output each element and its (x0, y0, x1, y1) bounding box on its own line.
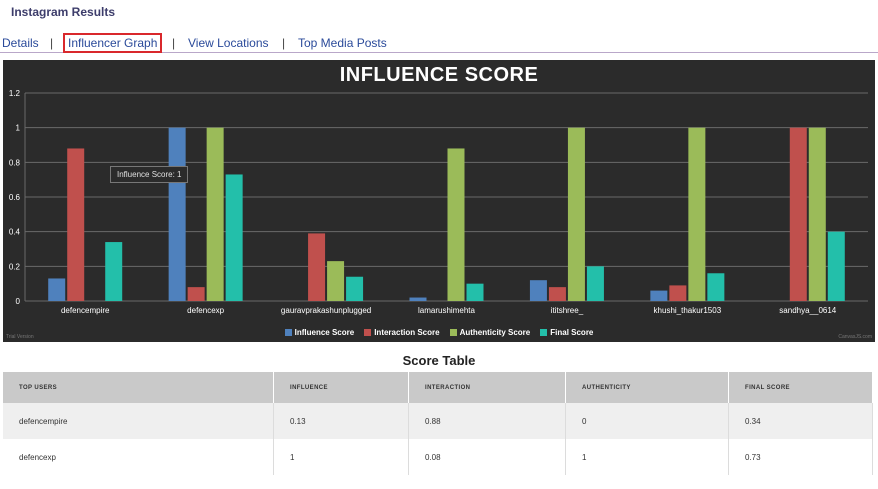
legend-swatch (364, 329, 372, 336)
legend-item: Authenticity Score (449, 328, 531, 337)
bar-final-score (586, 266, 604, 301)
y-tick-label: 0.6 (9, 193, 21, 202)
score-table-title: Score Table (402, 353, 476, 368)
legend-swatch (449, 329, 457, 336)
legend-item: Interaction Score (364, 328, 440, 337)
tab-details[interactable]: Details (2, 36, 39, 50)
legend-label: Interaction Score (374, 328, 440, 337)
canvasjs-credit: CanvasJS.com (838, 334, 872, 340)
bar-authenticity-score (688, 127, 706, 302)
table-cell: defencexp (3, 439, 274, 475)
bar-final-score (225, 174, 243, 301)
table-row: defencempire 0.13 0.88 0 0.34 (3, 403, 873, 439)
table-cell: 1 (565, 439, 729, 475)
bar-final-score (707, 273, 725, 301)
column-header: FINAL SCORE (728, 372, 873, 403)
chart-plot: 0 0.2 0.4 0.6 0.8 1 1.2 defencempire defencexp ga… (9, 89, 868, 315)
x-tick-label: gauravprakashunplugged (281, 306, 371, 315)
tab-separator: | (282, 36, 286, 50)
column-header: AUTHENTICITY (565, 372, 729, 403)
table-header-row: TOP USERS INFLUENCE INTERACTION AUTHENTI… (3, 372, 873, 403)
y-tick-label: 0 (16, 297, 21, 306)
bar-interaction-score (67, 148, 85, 301)
tab-separator: | (172, 36, 176, 50)
influence-score-chart: INFLUENCE SCORE 0 0.2 0.4 0.6 0.8 1 1.2 defence… (3, 60, 875, 342)
bar-final-score (466, 283, 484, 301)
bar-final-score (105, 242, 123, 301)
table-cell: 0 (565, 403, 729, 439)
bar-interaction-score (669, 285, 687, 301)
bar-interaction-score (789, 127, 807, 302)
column-header: TOP USERS (3, 372, 274, 403)
legend-swatch (540, 329, 548, 336)
legend-item: Final Score (540, 328, 593, 337)
column-header: INTERACTION (408, 372, 566, 403)
score-table: TOP USERS INFLUENCE INTERACTION AUTHENTI… (3, 372, 873, 475)
column-header: INFLUENCE (273, 372, 409, 403)
chart-legend: Influence Score Interaction Score Authenti… (3, 328, 875, 337)
legend-swatch (284, 329, 292, 336)
x-tick-label: sandhya__0614 (779, 306, 836, 315)
x-tick-label: defencexp (187, 306, 224, 315)
bar-interaction-score (308, 233, 326, 301)
bar-authenticity-score (206, 127, 224, 302)
table-cell: 0.08 (408, 439, 566, 475)
x-tick-label: defencempire (61, 306, 110, 315)
bar-authenticity-score (567, 127, 585, 302)
table-row: defencexp 1 0.08 1 0.73 (3, 439, 873, 475)
bar-final-score (827, 231, 845, 301)
bar-authenticity-score (327, 261, 345, 301)
chart-title: INFLUENCE SCORE (339, 64, 539, 86)
legend-label: Authenticity Score (459, 328, 531, 337)
legend-item: Influence Score (284, 328, 355, 337)
bar-interaction-score (187, 287, 205, 301)
bar-influence-score (168, 127, 186, 302)
y-tick-label: 0.2 (9, 262, 21, 271)
table-cell: 1 (273, 439, 409, 475)
table-cell: 0.34 (728, 403, 873, 439)
x-tick-label: lamarushimehta (418, 306, 475, 315)
x-tick-label: khushi_thakur1503 (654, 306, 722, 315)
tab-bar: Details | Influencer Graph | View Locati… (0, 30, 878, 53)
x-tick-label: ititshree_ (551, 306, 584, 315)
bar-influence-score (529, 280, 547, 301)
bar-interaction-score (548, 287, 566, 301)
bar-authenticity-score (447, 148, 465, 301)
legend-label: Final Score (550, 328, 594, 337)
y-tick-label: 0.4 (9, 228, 21, 237)
table-cell: 0.73 (728, 439, 873, 475)
legend-label: Influence Score (294, 328, 355, 337)
bar-influence-score (48, 278, 66, 301)
tab-top-media-posts[interactable]: Top Media Posts (298, 36, 387, 50)
trial-version-note: Trial Version (6, 334, 34, 340)
table-cell: 0.88 (408, 403, 566, 439)
chart-tooltip: Influence Score: 1 (110, 166, 189, 183)
y-tick-label: 0.8 (9, 158, 21, 167)
tab-separator: | (50, 36, 54, 50)
table-cell: 0.13 (273, 403, 409, 439)
bar-influence-score (650, 290, 668, 301)
bar-final-score (346, 276, 364, 301)
y-tick-label: 1 (16, 124, 21, 133)
table-cell: defencempire (3, 403, 274, 439)
bar-influence-score (409, 297, 427, 301)
page-title: Instagram Results (11, 5, 116, 19)
tab-influencer-graph[interactable]: Influencer Graph (63, 33, 163, 53)
tab-view-locations[interactable]: View Locations (188, 36, 269, 50)
y-tick-label: 1.2 (9, 89, 21, 98)
bar-authenticity-score (808, 127, 826, 302)
